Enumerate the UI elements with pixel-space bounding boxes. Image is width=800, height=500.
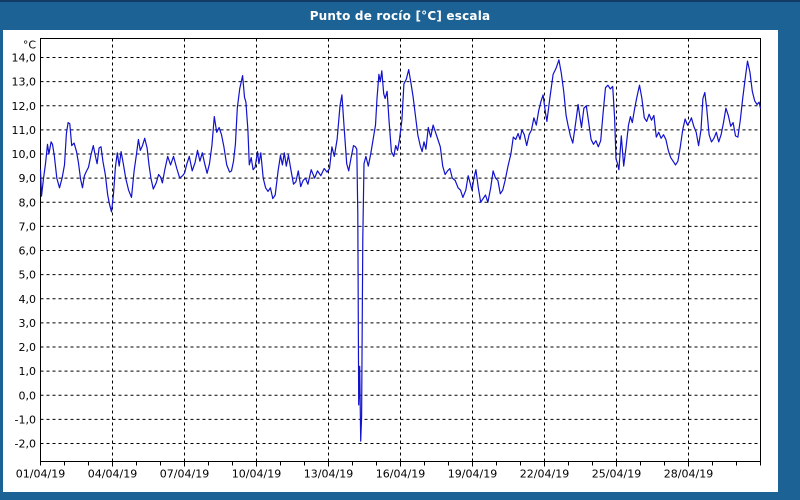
- y-tick-label: 1,0: [19, 365, 37, 378]
- y-tick-label: 11,0: [12, 124, 37, 137]
- window-title: Punto de rocío [°C] escala: [309, 9, 491, 23]
- x-minor-ticks: [40, 461, 761, 466]
- y-axis-unit-label: °C: [23, 39, 37, 52]
- x-tick-label: 22/04/19: [520, 468, 569, 481]
- x-tick-label: 01/04/19: [16, 468, 65, 481]
- x-tick-label: 10/04/19: [232, 468, 281, 481]
- y-tick-label: 9,0: [19, 172, 37, 185]
- y-tick-label: -1,0: [15, 413, 36, 426]
- y-tick-label: 6,0: [19, 245, 37, 258]
- window-top-edge: [0, 0, 800, 2]
- x-tick-label: 28/04/19: [664, 468, 713, 481]
- x-tick-label: 07/04/19: [160, 468, 209, 481]
- x-tick-label: 16/04/19: [376, 468, 425, 481]
- data-line-dewpoint: [39, 59, 762, 442]
- y-tick-label: 12,0: [12, 100, 37, 113]
- x-tick-label: 25/04/19: [592, 468, 641, 481]
- x-gridlines: [112, 38, 689, 467]
- window-titlebar[interactable]: Punto de rocío [°C] escala: [0, 2, 800, 30]
- y-tick-label: 7,0: [19, 220, 37, 233]
- y-tick-label: 3,0: [19, 317, 37, 330]
- x-tick-label: 13/04/19: [304, 468, 353, 481]
- y-tick-label: 5,0: [19, 269, 37, 282]
- chart-panel: [3, 30, 778, 492]
- y-tick-label: 2,0: [19, 341, 37, 354]
- y-tick-label: 13,0: [12, 76, 37, 89]
- x-tick-label: 19/04/19: [448, 468, 497, 481]
- y-tick-label: 10,0: [12, 148, 37, 161]
- y-tick-label: 0,0: [19, 389, 37, 402]
- y-tick-label: 4,0: [19, 293, 37, 306]
- plot-border: [40, 38, 761, 462]
- y-tick-label: 8,0: [19, 196, 37, 209]
- y-tick-label: 14,0: [12, 52, 37, 65]
- y-tick-labels: 14,0 13,0 12,0 11,0 10,0 9,0 8,0 7,0 6,0 5,0 4,0 3,…: [12, 39, 37, 451]
- y-tick-label: -2,0: [15, 438, 36, 451]
- x-tick-labels: 01/04/19 04/04/19 07/04/19 10/04/19 13/04/19…: [16, 468, 713, 481]
- x-tick-label: 04/04/19: [88, 468, 137, 481]
